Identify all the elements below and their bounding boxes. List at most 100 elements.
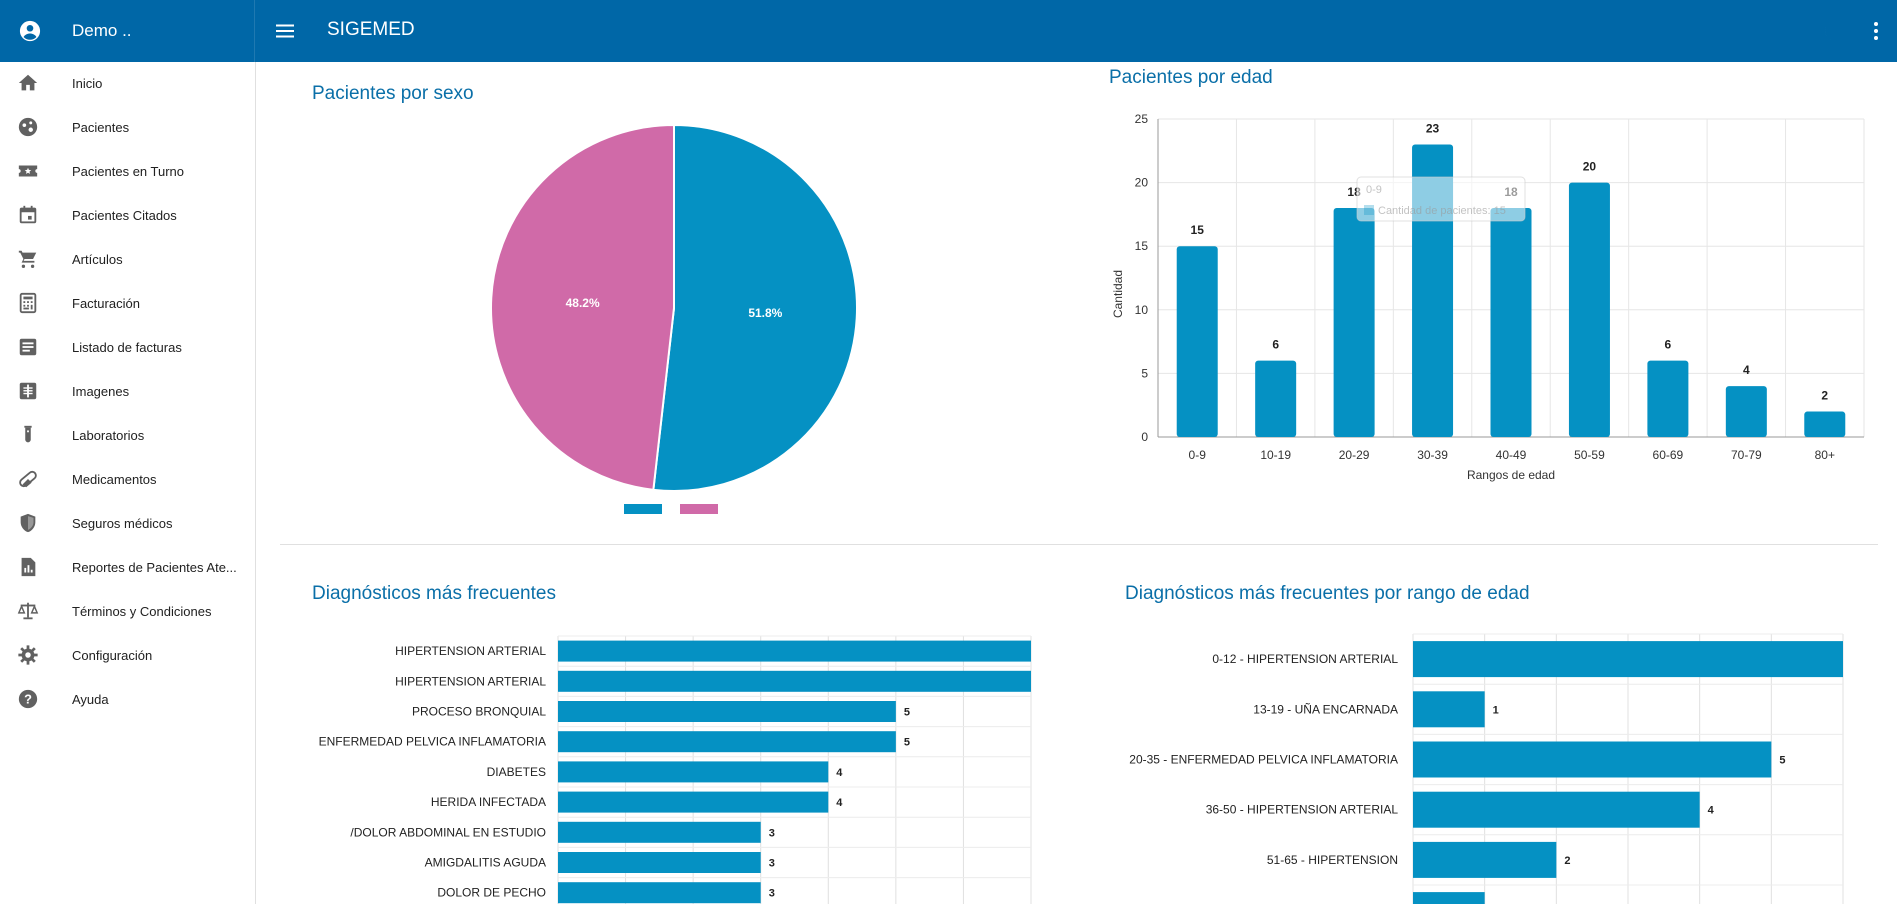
bar-value-label: 20 xyxy=(1583,160,1597,174)
bar-value-label: 5 xyxy=(904,707,910,719)
bar-60-69 xyxy=(1647,360,1689,437)
ticket-star-icon xyxy=(18,165,38,177)
bar-70-79 xyxy=(1725,386,1767,437)
hbar xyxy=(558,852,761,873)
sidebar-item-inicio[interactable]: Inicio xyxy=(0,62,255,106)
y-tick-label: 10 xyxy=(1135,303,1149,317)
sidebar-item-facturacion[interactable]: Facturación xyxy=(0,282,255,326)
y-tick-label: 0 xyxy=(1141,430,1148,444)
bar-80+ xyxy=(1804,411,1846,437)
y-tick-label: 25 xyxy=(1135,112,1149,126)
sidebar-item-pacientes-citados[interactable]: Pacientes Citados xyxy=(0,194,255,238)
category-label: DOLOR DE PECHO xyxy=(437,886,546,900)
dashboard-content: Pacientes por sexo Pacientes por edad Di… xyxy=(256,62,1897,904)
bar-value-label: 3 xyxy=(769,858,775,870)
bar-10-19 xyxy=(1255,360,1297,437)
hbar xyxy=(558,821,761,843)
charts-canvas: 51.8%48.2%0510152025150-9610-191820-2923… xyxy=(319,112,1865,904)
hbar xyxy=(558,882,761,904)
sidebar-item-label: Laboratorios xyxy=(72,428,145,443)
card-title-edad: Pacientes por edad xyxy=(1109,67,1273,88)
user-menu[interactable]: Demo .. xyxy=(0,0,255,62)
sidebar-item-reportes-pacientes[interactable]: Reportes de Pacientes Ate... xyxy=(0,546,255,590)
svg-text:?: ? xyxy=(24,692,32,707)
hbar xyxy=(1413,892,1485,904)
hbar xyxy=(558,640,1031,662)
legend-swatch xyxy=(680,504,718,514)
sidebar-item-listado-de-facturas[interactable]: Listado de facturas xyxy=(0,326,255,370)
bar-value-label: 15 xyxy=(1191,223,1205,237)
sidebar-item-label: Términos y Condiciones xyxy=(72,604,212,619)
user-name: Demo .. xyxy=(72,21,132,40)
sidebar-item-label: Listado de facturas xyxy=(72,340,182,355)
section-divider xyxy=(280,544,1878,545)
sidebar-item-label: Seguros médicos xyxy=(72,516,173,531)
sidebar-item-label: Pacientes xyxy=(72,120,130,135)
hamburger-menu-icon[interactable] xyxy=(273,19,297,43)
test-tube-icon xyxy=(24,425,32,443)
x-tick-label: 40-49 xyxy=(1496,448,1527,462)
hbar xyxy=(558,670,1031,692)
bar-value-label: 6 xyxy=(1272,338,1279,352)
pie-slice-label: 48.2% xyxy=(566,296,600,310)
bar-value-label: 4 xyxy=(1708,805,1715,817)
pie-slice-label: 51.8% xyxy=(748,306,782,320)
x-tick-label: 70-79 xyxy=(1731,448,1762,462)
hbar xyxy=(1413,641,1843,678)
hbar xyxy=(558,701,896,722)
xray-icon xyxy=(19,382,37,400)
category-label: /DOLOR ABDOMINAL EN ESTUDIO xyxy=(350,825,546,839)
y-tick-label: 20 xyxy=(1135,176,1149,190)
sidebar-item-terminos-condiciones[interactable]: Términos y Condiciones xyxy=(0,590,255,634)
bar-value-label: 1 xyxy=(1493,704,1499,716)
gear-icon xyxy=(18,645,38,665)
hbar xyxy=(558,731,896,753)
scale-icon xyxy=(17,602,39,620)
bar-value-label: 2 xyxy=(1821,389,1828,403)
category-label: HIPERTENSION ARTERIAL xyxy=(395,674,546,688)
card-title-sexo: Pacientes por sexo xyxy=(312,83,474,104)
sidebar-item-medicamentos[interactable]: Medicamentos xyxy=(0,458,255,502)
tooltip-title: 0-9 xyxy=(1366,184,1382,196)
chart-tooltip xyxy=(1356,176,1526,222)
bar-20-29 xyxy=(1333,208,1375,437)
top-app-bar: Demo .. SIGEMED xyxy=(0,0,1897,62)
hbar xyxy=(558,761,829,783)
sidebar-item-seguros-medicos[interactable]: Seguros médicos xyxy=(0,502,255,546)
sidebar-item-label: Configuración xyxy=(72,648,153,663)
tooltip-line: Cantidad de pacientes: 15 xyxy=(1378,205,1506,217)
category-label: PROCESO BRONQUIAL xyxy=(412,705,546,719)
card-title-diagnosticos-rango: Diagnósticos más frecuentes por rango de… xyxy=(1125,583,1530,604)
x-tick-label: 0-9 xyxy=(1189,448,1207,462)
x-tick-label: 50-59 xyxy=(1574,448,1605,462)
sidebar-item-label: Reportes de Pacientes Ate... xyxy=(72,560,237,575)
sidebar-item-imagenes[interactable]: Imagenes xyxy=(0,370,255,414)
report-icon xyxy=(21,557,36,577)
y-tick-label: 15 xyxy=(1135,239,1149,253)
pill-icon xyxy=(19,470,37,488)
y-axis-title: Cantidad xyxy=(1111,270,1125,318)
bar-50-59 xyxy=(1568,182,1610,437)
sidebar-item-pacientes-en-turno[interactable]: Pacientes en Turno xyxy=(0,150,255,194)
sidebar-item-configuracion[interactable]: Configuración xyxy=(0,634,255,678)
shield-icon xyxy=(20,513,36,533)
sidebar-item-label: Pacientes en Turno xyxy=(72,164,185,179)
sidebar-item-ayuda[interactable]: ? Ayuda xyxy=(0,678,255,722)
bar-value-label: 5 xyxy=(1779,755,1785,767)
x-tick-label: 10-19 xyxy=(1260,448,1291,462)
calendar-icon xyxy=(19,205,37,224)
pie-slice xyxy=(490,123,675,491)
bar-value-label: 6 xyxy=(1665,338,1672,352)
category-label: ENFERMEDAD PELVICA INFLAMATORIA xyxy=(319,735,546,749)
cart-icon xyxy=(18,250,37,268)
x-tick-label: 60-69 xyxy=(1653,448,1684,462)
sidebar-item-articulos[interactable]: Artículos xyxy=(0,238,255,282)
bar-40-49 xyxy=(1490,208,1532,437)
y-tick-label: 5 xyxy=(1141,366,1148,380)
sidebar-item-pacientes[interactable]: Pacientes xyxy=(0,106,255,150)
sidebar-item-laboratorios[interactable]: Laboratorios xyxy=(0,414,255,458)
sidebar-item-label: Inicio xyxy=(72,76,103,91)
category-label: HERIDA INFECTADA xyxy=(431,795,546,809)
dark-mode-moon-icon[interactable] xyxy=(1820,19,1844,43)
more-vertical-icon[interactable] xyxy=(1864,19,1888,43)
